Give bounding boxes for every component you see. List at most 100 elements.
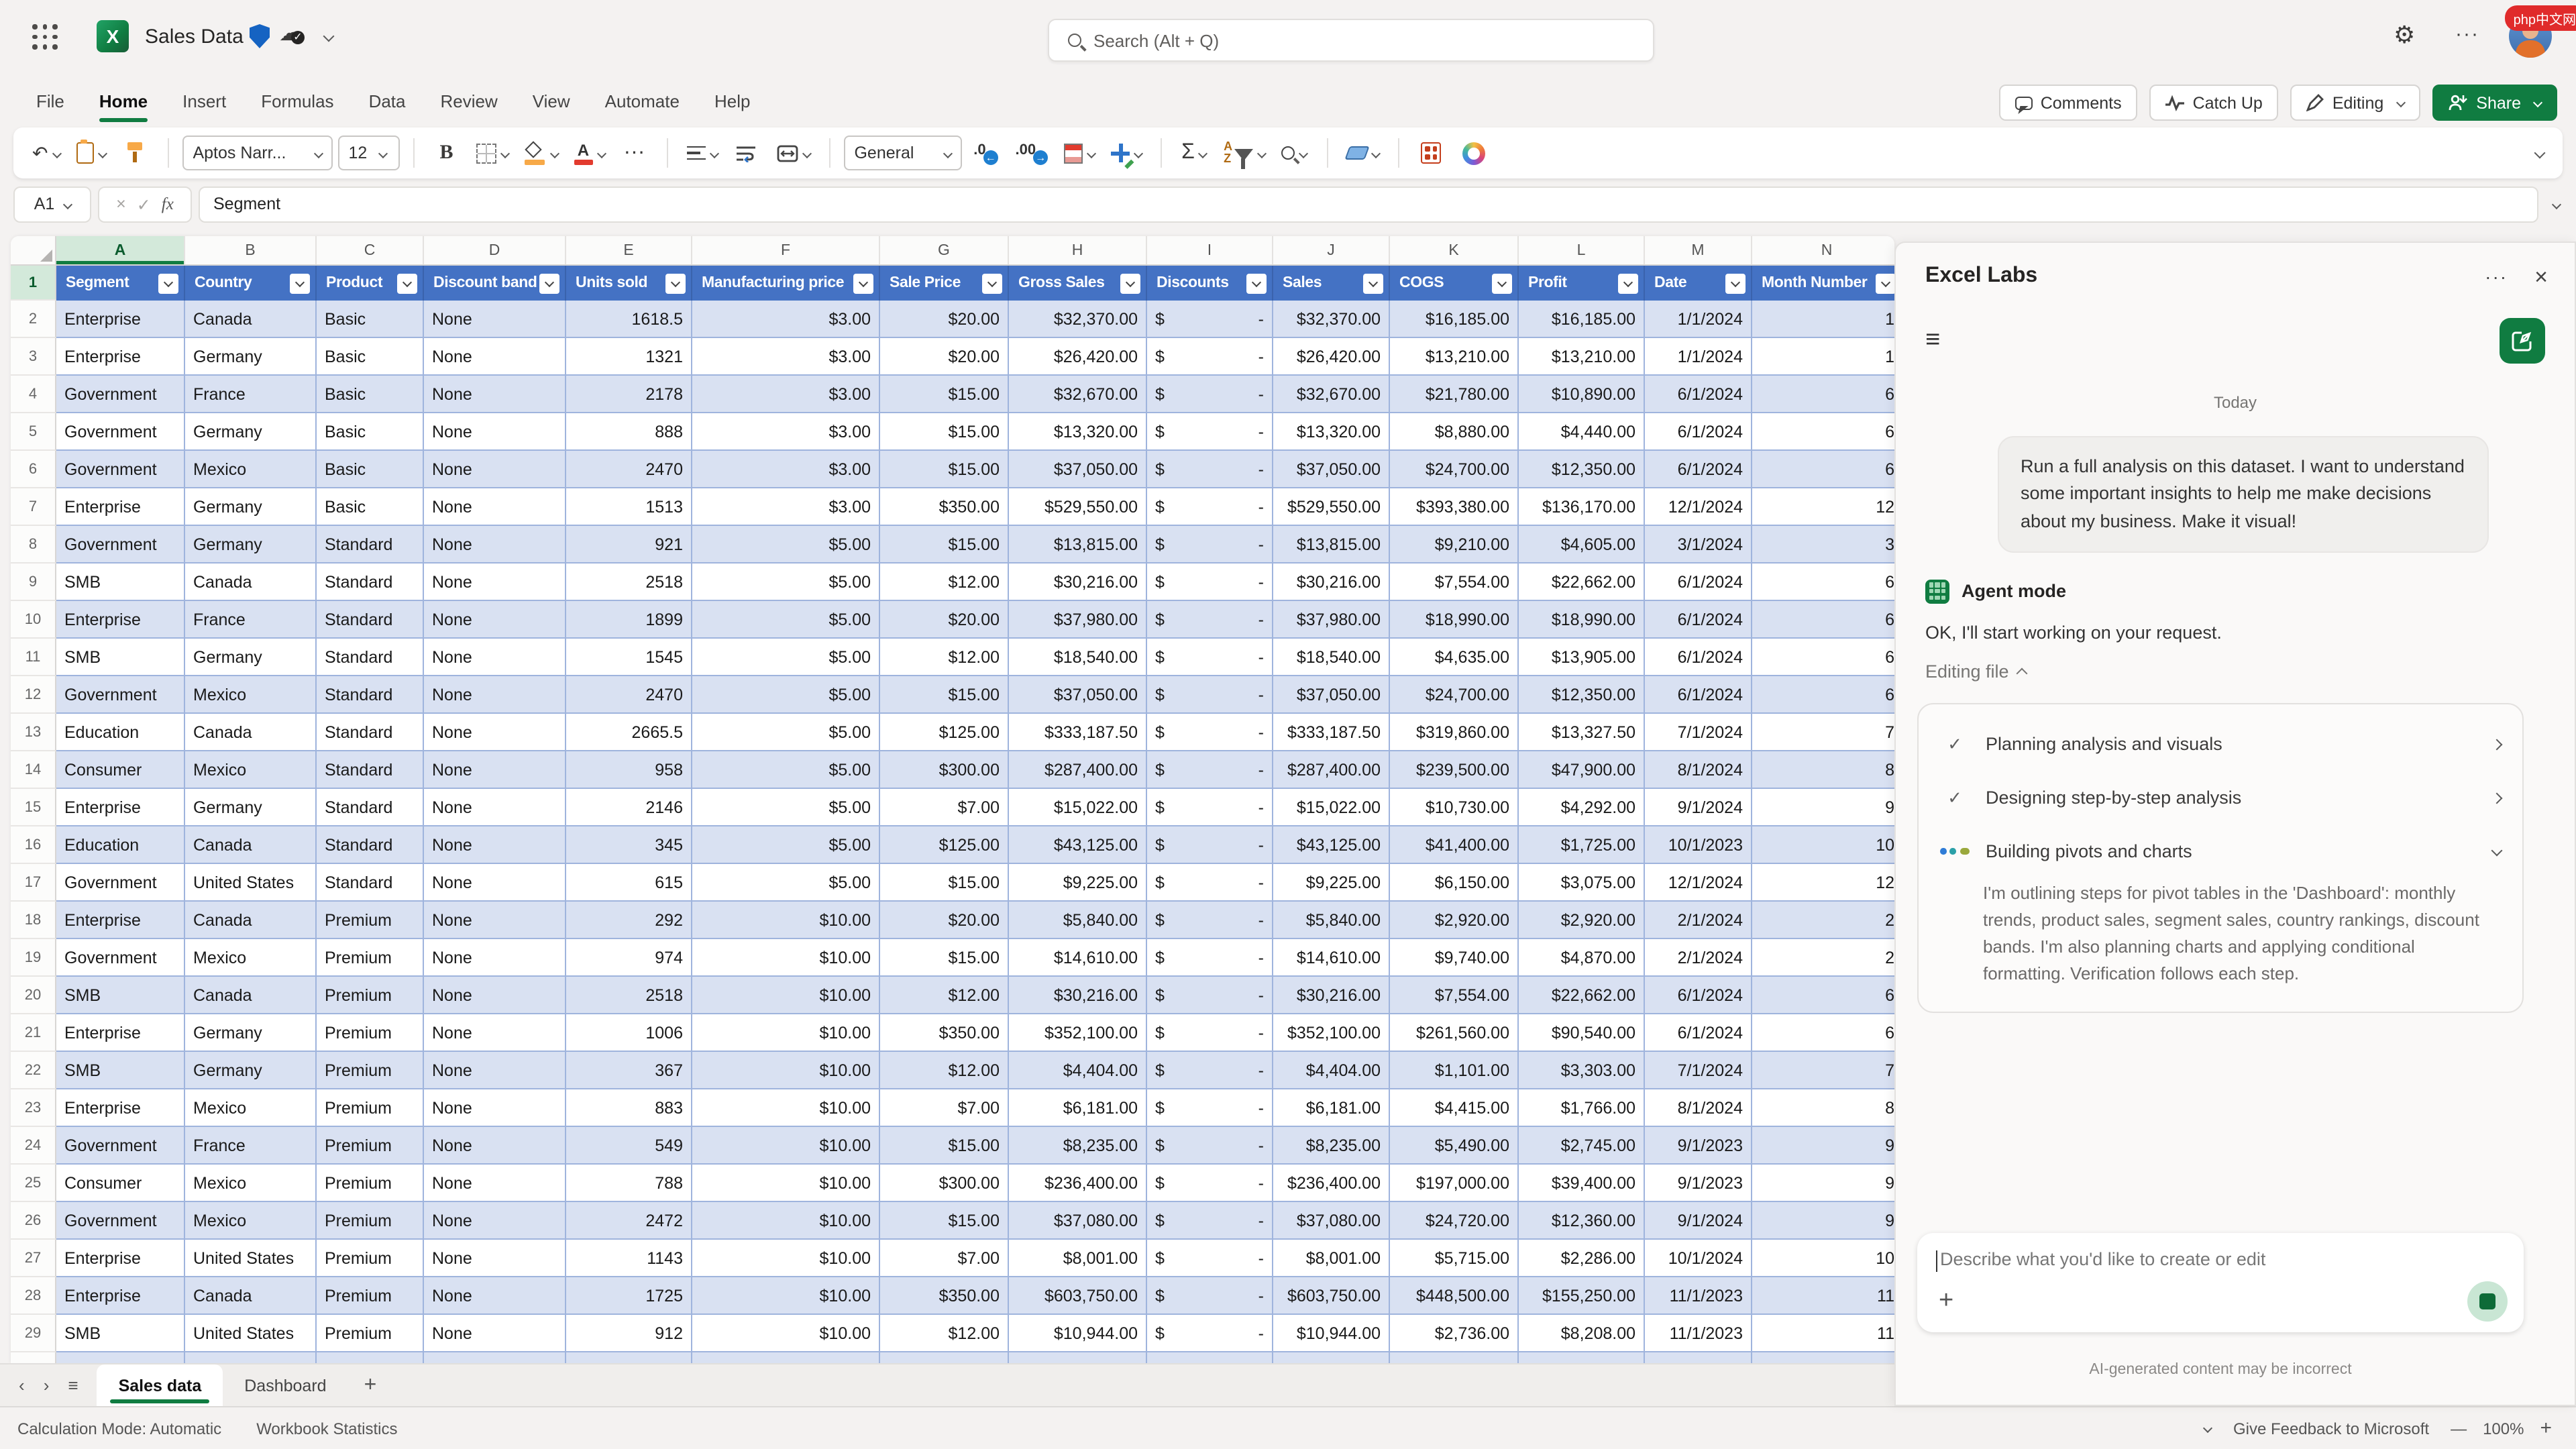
cell[interactable]: 1513 [566, 488, 692, 526]
cell[interactable]: 2470 [566, 676, 692, 714]
cell[interactable]: 888 [566, 413, 692, 451]
cell[interactable]: None [424, 1014, 566, 1052]
document-title[interactable]: Sales Data [145, 25, 244, 48]
header-cell-gross-sales[interactable]: Gross Sales [1009, 266, 1147, 301]
cell[interactable]: $10.00 [692, 1202, 880, 1240]
cell[interactable]: 3/1/2024 [1645, 526, 1752, 564]
cell[interactable]: Government [56, 1127, 185, 1165]
cell[interactable]: 1618.5 [566, 301, 692, 338]
cell[interactable]: $26,420.00 [1009, 338, 1147, 376]
cell[interactable]: $15.00 [880, 376, 1009, 413]
header-cell-cogs[interactable]: COGS [1390, 266, 1519, 301]
cell[interactable]: 6 [1752, 1014, 1894, 1052]
cell[interactable]: $10.00 [692, 1052, 880, 1089]
cell[interactable]: 12/1/2024 [1645, 488, 1752, 526]
cell[interactable]: $13,210.00 [1519, 338, 1645, 376]
cell[interactable]: $10.00 [692, 977, 880, 1014]
cell[interactable]: 10/1/2023 [1645, 826, 1752, 864]
cell[interactable]: 9 [1752, 1165, 1894, 1202]
cell[interactable]: Mexico [185, 751, 317, 789]
format-painter-button[interactable] [116, 134, 154, 172]
cell[interactable]: $- [1147, 1089, 1273, 1127]
column-letter-J[interactable]: J [1273, 236, 1390, 264]
cell[interactable]: Premium [317, 1089, 424, 1127]
cell[interactable]: $155,250.00 [1519, 1277, 1645, 1315]
cell[interactable]: $8,235.00 [1009, 1127, 1147, 1165]
cell[interactable]: $24,720.00 [1390, 1202, 1519, 1240]
cell[interactable]: $13,327.50 [1519, 714, 1645, 751]
cell[interactable] [424, 1352, 566, 1363]
cell[interactable]: 8/1/2024 [1645, 751, 1752, 789]
cell[interactable]: Mexico [185, 1089, 317, 1127]
cell[interactable]: $- [1147, 413, 1273, 451]
cell[interactable]: $5.00 [692, 526, 880, 564]
row-number-18[interactable]: 18 [11, 902, 56, 939]
cell[interactable]: $- [1147, 376, 1273, 413]
cell[interactable]: Germany [185, 789, 317, 826]
formula-input[interactable]: Segment [199, 186, 2538, 222]
cell[interactable]: $10,944.00 [1009, 1315, 1147, 1352]
cell[interactable]: $10,890.00 [1519, 376, 1645, 413]
cell[interactable]: 6 [1752, 977, 1894, 1014]
cell[interactable]: SMB [56, 1052, 185, 1089]
cell[interactable]: $24,700.00 [1390, 451, 1519, 488]
cell[interactable]: $3.00 [692, 301, 880, 338]
agent-step[interactable]: Building pivots and charts [1937, 825, 2504, 877]
cell[interactable]: $13,320.00 [1273, 413, 1390, 451]
cell[interactable]: $43,125.00 [1273, 826, 1390, 864]
cell[interactable]: 8 [1752, 751, 1894, 789]
cell[interactable]: $20.00 [880, 301, 1009, 338]
copilot-button[interactable] [1455, 134, 1493, 172]
row-number-20[interactable]: 20 [11, 977, 56, 1014]
cell[interactable]: $9,225.00 [1009, 864, 1147, 902]
cell[interactable]: None [424, 789, 566, 826]
cell[interactable]: $10.00 [692, 1089, 880, 1127]
cell[interactable] [1009, 1352, 1147, 1363]
cell[interactable]: $15.00 [880, 939, 1009, 977]
cell[interactable]: Standard [317, 864, 424, 902]
cell[interactable]: 8 [1752, 1089, 1894, 1127]
protection-shield-icon[interactable] [250, 24, 270, 48]
cell[interactable]: $7,554.00 [1390, 564, 1519, 601]
cell[interactable]: $37,050.00 [1009, 451, 1147, 488]
cell[interactable]: $2,286.00 [1519, 1240, 1645, 1277]
cell[interactable]: $2,736.00 [1390, 1315, 1519, 1352]
cell[interactable]: $15.00 [880, 676, 1009, 714]
cell[interactable]: $- [1147, 301, 1273, 338]
header-cell-discounts[interactable]: Discounts [1147, 266, 1273, 301]
cell[interactable]: 2/1/2024 [1645, 939, 1752, 977]
cell[interactable]: 6 [1752, 376, 1894, 413]
cell[interactable] [1147, 1352, 1273, 1363]
ribbon-tab-automate[interactable]: Automate [588, 83, 697, 119]
cell[interactable]: None [424, 451, 566, 488]
row-number-7[interactable]: 7 [11, 488, 56, 526]
filter-button[interactable] [1120, 273, 1140, 293]
font-name-select[interactable]: Aptos Narr... [182, 136, 332, 170]
cell[interactable]: $37,050.00 [1009, 676, 1147, 714]
cell[interactable]: Canada [185, 1277, 317, 1315]
cell[interactable]: $16,185.00 [1519, 301, 1645, 338]
cell[interactable]: 10 [1752, 826, 1894, 864]
ribbon-tab-insert[interactable]: Insert [165, 83, 244, 119]
cell[interactable]: $- [1147, 564, 1273, 601]
cell[interactable]: 788 [566, 1165, 692, 1202]
cell[interactable]: Enterprise [56, 1277, 185, 1315]
cell[interactable]: Enterprise [56, 902, 185, 939]
cell[interactable]: None [424, 676, 566, 714]
cell[interactable]: $12.00 [880, 639, 1009, 676]
cell[interactable]: $- [1147, 1052, 1273, 1089]
cell[interactable]: $6,181.00 [1273, 1089, 1390, 1127]
column-letter-D[interactable]: D [424, 236, 566, 264]
cell[interactable]: 6/1/2024 [1645, 977, 1752, 1014]
cell[interactable]: SMB [56, 564, 185, 601]
align-button[interactable] [681, 134, 722, 172]
cell[interactable]: $47,900.00 [1519, 751, 1645, 789]
cell[interactable]: 921 [566, 526, 692, 564]
conditional-formatting-button[interactable] [1059, 134, 1100, 172]
row-number-29[interactable]: 29 [11, 1315, 56, 1352]
cell[interactable]: $- [1147, 826, 1273, 864]
cell[interactable] [317, 1352, 424, 1363]
ribbon-tab-help[interactable]: Help [697, 83, 768, 119]
cell[interactable]: $529,550.00 [1273, 488, 1390, 526]
row-number-12[interactable]: 12 [11, 676, 56, 714]
